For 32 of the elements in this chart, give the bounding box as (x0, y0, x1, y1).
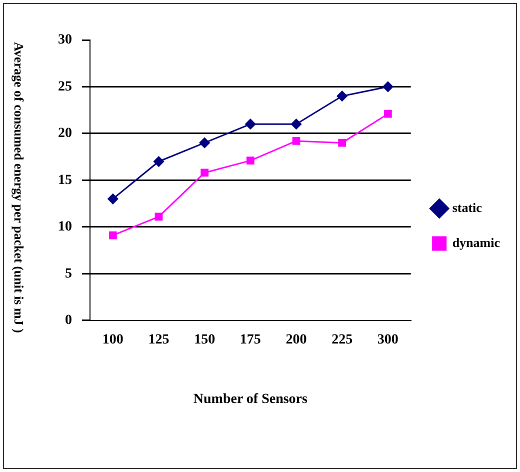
x-tick-label: 175 (240, 332, 261, 348)
x-tick-label: 150 (194, 332, 216, 348)
x-tick-label: 200 (286, 332, 307, 348)
point (154, 212, 163, 221)
x-axis-title: Number of Sensors (193, 392, 308, 408)
point (292, 137, 300, 145)
point (291, 118, 302, 130)
y-tick-label: 25 (58, 79, 72, 94)
point (336, 90, 348, 102)
point (246, 156, 254, 165)
point (384, 110, 392, 118)
point (200, 168, 209, 177)
point (338, 138, 346, 147)
point (245, 118, 256, 130)
y-tick-label: 30 (58, 32, 72, 48)
legend-label: dynamic (452, 234, 500, 250)
point (154, 156, 164, 167)
point (199, 138, 210, 148)
x-tick-label: 225 (332, 332, 353, 348)
point (108, 194, 118, 204)
y-tick-label: 5 (65, 266, 72, 282)
y-tick-label: 0 (65, 313, 72, 328)
x-tick-label: 100 (102, 332, 124, 348)
point (382, 81, 394, 92)
y-tick-label: 15 (58, 172, 72, 188)
x-tick-label: 300 (377, 332, 398, 348)
y-axis-title: Average of consumed energy per packet (unit is mJ ) (12, 42, 27, 333)
legend-label: static (452, 200, 482, 215)
y-tick-label: 10 (58, 220, 72, 235)
point (108, 231, 117, 240)
x-tick-label: 125 (148, 332, 170, 348)
y-tick-label: 20 (58, 126, 72, 142)
